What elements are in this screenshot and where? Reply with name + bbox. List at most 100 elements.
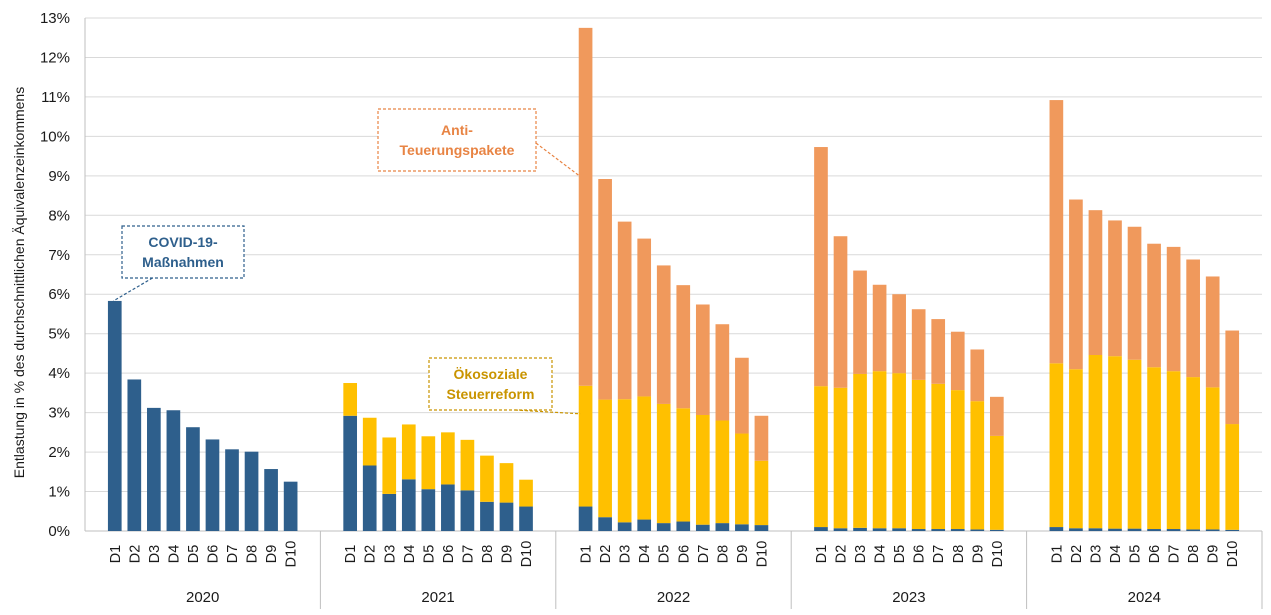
bar-covid-2023-D9 [970, 529, 985, 531]
x-tick-label: D6 [1147, 545, 1163, 564]
bar-covid-2022-D6 [676, 521, 691, 531]
x-tick-label: D7 [460, 545, 476, 564]
annotation-label-covid: COVID-19- [148, 234, 218, 250]
bar-covid-2021-D2 [362, 465, 377, 531]
bar-covid-2022-D1 [578, 506, 593, 531]
bar-covid-2022-D2 [598, 517, 612, 531]
bar-covid-2021-D7 [460, 490, 475, 531]
bar-oeko-2024-D2 [1069, 369, 1083, 529]
annotation-leader-covid [113, 277, 153, 302]
x-tick-label: D1 [343, 545, 359, 564]
y-tick-label: 9% [48, 168, 70, 185]
y-tick-label: 5% [48, 326, 70, 343]
y-tick-label: 11% [41, 89, 70, 106]
annotation-leader-oeko [515, 409, 581, 415]
bar-oeko-2022-D8 [715, 420, 730, 524]
bar-oeko-2023-D7 [931, 383, 946, 530]
bar-anti-2023-D7 [931, 319, 946, 384]
y-tick-label: 13% [40, 10, 70, 27]
y-tick-label: 10% [40, 128, 70, 145]
bar-anti-2024-D8 [1186, 259, 1200, 378]
x-tick-label: D5 [421, 545, 437, 564]
bar-covid-2022-D8 [715, 523, 730, 531]
bar-covid-2021-D5 [421, 489, 436, 531]
bar-anti-2022-D4 [637, 238, 652, 397]
bar-anti-2023-D10 [989, 396, 1004, 436]
bar-anti-2022-D8 [715, 324, 730, 421]
bar-covid-2022-D3 [617, 522, 632, 531]
y-axis-title: Entlastung in % des durchschnittlichen Ä… [11, 87, 27, 478]
bar-covid-2023-D10 [989, 529, 1004, 531]
bar-covid-2020-D8 [244, 451, 259, 531]
bar-covid-2023-D1 [814, 527, 828, 531]
bar-covid-2020-D9 [264, 469, 278, 531]
x-tick-label: D6 [676, 545, 692, 564]
bar-covid-2023-D8 [950, 529, 965, 531]
bar-covid-2024-D6 [1147, 529, 1161, 531]
x-tick-label: D5 [657, 545, 673, 564]
x-tick-label: D9 [970, 545, 986, 564]
bar-oeko-2024-D3 [1088, 355, 1103, 529]
x-tick-label: D3 [1088, 545, 1104, 564]
bar-covid-2024-D9 [1205, 529, 1220, 531]
bar-covid-2020-D3 [147, 407, 161, 531]
bar-oeko-2024-D10 [1225, 424, 1240, 530]
x-tick-label: D3 [382, 545, 398, 564]
bar-covid-2022-D5 [656, 523, 671, 531]
x-tick-label: D2 [1069, 545, 1085, 564]
bar-anti-2024-D5 [1127, 226, 1142, 360]
bar-anti-2022-D9 [735, 357, 749, 434]
bar-anti-2022-D7 [695, 304, 710, 415]
bar-oeko-2021-D9 [499, 463, 514, 503]
bar-oeko-2021-D3 [382, 437, 397, 494]
bar-anti-2024-D4 [1108, 220, 1122, 357]
x-tick-label: D4 [637, 545, 653, 564]
bar-covid-2020-D6 [205, 439, 220, 531]
y-tick-label: 1% [48, 484, 70, 501]
bar-covid-2020-D1 [107, 300, 122, 531]
bar-covid-2021-D6 [441, 484, 455, 531]
bar-covid-2023-D3 [853, 527, 867, 531]
bar-oeko-2021-D8 [480, 455, 494, 502]
y-tick-label: 3% [48, 405, 70, 422]
bar-oeko-2021-D1 [343, 383, 358, 416]
bar-covid-2022-D9 [735, 524, 749, 531]
y-tick-label: 12% [40, 49, 70, 66]
bar-anti-2023-D9 [970, 349, 985, 402]
bar-covid-2020-D7 [225, 449, 239, 531]
bar-covid-2021-D8 [480, 501, 494, 531]
bar-oeko-2022-D4 [637, 396, 652, 520]
bar-anti-2024-D9 [1205, 276, 1220, 388]
bar-oeko-2023-D3 [853, 373, 867, 528]
bar-covid-2024-D8 [1186, 529, 1200, 531]
bar-covid-2022-D4 [637, 519, 652, 531]
x-tick-label: D8 [245, 545, 261, 564]
bar-covid-2023-D5 [892, 528, 906, 531]
annotation-leader-anti [535, 142, 580, 177]
group-label: 2022 [657, 589, 690, 606]
bar-oeko-2023-D5 [892, 373, 906, 529]
x-tick-label: D10 [519, 541, 535, 568]
x-tick-label: D9 [735, 545, 751, 564]
bar-covid-2023-D4 [872, 528, 887, 531]
annotation-box-anti [377, 108, 537, 172]
bar-oeko-2024-D8 [1186, 377, 1200, 530]
bar-anti-2023-D8 [950, 331, 965, 391]
bar-oeko-2021-D4 [401, 424, 416, 480]
x-tick-label: D8 [480, 545, 496, 564]
bar-oeko-2023-D6 [911, 379, 926, 530]
bar-covid-2021-D9 [499, 502, 514, 531]
bar-anti-2022-D6 [676, 285, 691, 409]
x-tick-label: D8 [1186, 545, 1202, 564]
bar-covid-2022-D10 [754, 525, 769, 531]
y-tick-label: 0% [48, 523, 70, 540]
bar-oeko-2022-D2 [598, 399, 612, 518]
x-tick-label: D5 [186, 545, 202, 564]
bar-oeko-2024-D5 [1127, 359, 1142, 529]
bar-anti-2024-D6 [1147, 243, 1161, 368]
bar-anti-2022-D2 [598, 179, 612, 400]
bar-covid-2020-D4 [166, 410, 181, 531]
bar-anti-2022-D10 [754, 415, 769, 461]
bar-oeko-2021-D7 [460, 439, 475, 491]
bar-covid-2024-D1 [1049, 527, 1064, 531]
